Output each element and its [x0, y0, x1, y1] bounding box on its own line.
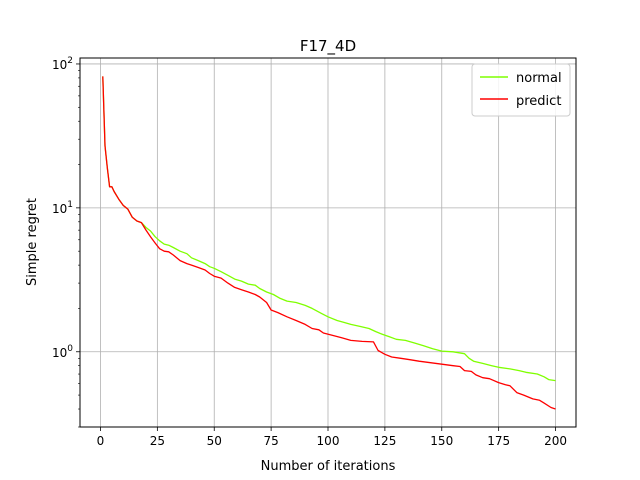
y-axis-label: Simple regret [25, 198, 40, 286]
grid-lines [80, 58, 576, 427]
x-tick-label: 150 [430, 434, 453, 448]
x-tick-label: 200 [544, 434, 567, 448]
x-tick-label: 175 [487, 434, 510, 448]
legend-label-normal: normal [516, 71, 562, 86]
series-line-predict [102, 76, 556, 410]
x-tick-label: 100 [317, 434, 340, 448]
x-tick-label: 50 [207, 434, 222, 448]
x-axis-label: Number of iterations [261, 459, 396, 474]
x-tick-label: 125 [373, 434, 396, 448]
x-tick-label: 75 [263, 434, 278, 448]
legend: normal predict [471, 63, 571, 117]
series-lines [102, 76, 556, 410]
x-tick-label: 25 [150, 434, 165, 448]
chart-title: F17_4D [300, 37, 356, 56]
x-tick-label: 0 [97, 434, 105, 448]
series-line-normal [102, 76, 556, 382]
x-axis-ticks: 0 25 50 75 100 125 150 175 200 [97, 427, 567, 448]
legend-label-predict: predict [516, 94, 561, 109]
